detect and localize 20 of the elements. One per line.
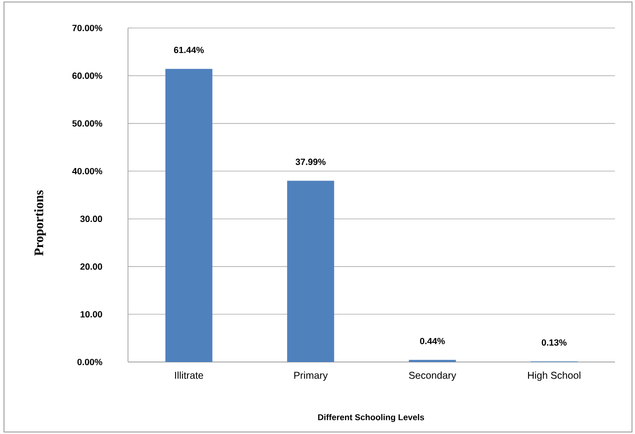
y-tick-label: 10.00 [80,311,102,318]
x-axis-title: Different Schooling Levels [318,414,424,422]
x-tick-label: Primary [294,372,328,381]
x-tick-label: High School [528,372,580,381]
data-label: 37.99% [296,158,326,166]
y-tick-label: 60.00% [72,72,102,79]
y-axis-title: Proportions [34,190,46,256]
bar [287,180,334,362]
x-tick-label: Secondary [409,372,456,381]
y-tick-label: 0.00% [77,358,102,366]
bar [165,68,212,362]
data-label: 61.44% [174,46,204,54]
data-label: 0.44% [420,338,445,344]
y-tick-label: 70.00% [72,24,102,32]
data-label: 0.13% [542,339,567,346]
y-tick-label: 50.00% [72,120,102,127]
y-tick-label: 20.00 [80,263,102,270]
y-tick-label: 40.00% [72,168,102,174]
x-tick-label: Illitrate [175,372,204,379]
y-tick-label: 30.00 [80,216,102,222]
